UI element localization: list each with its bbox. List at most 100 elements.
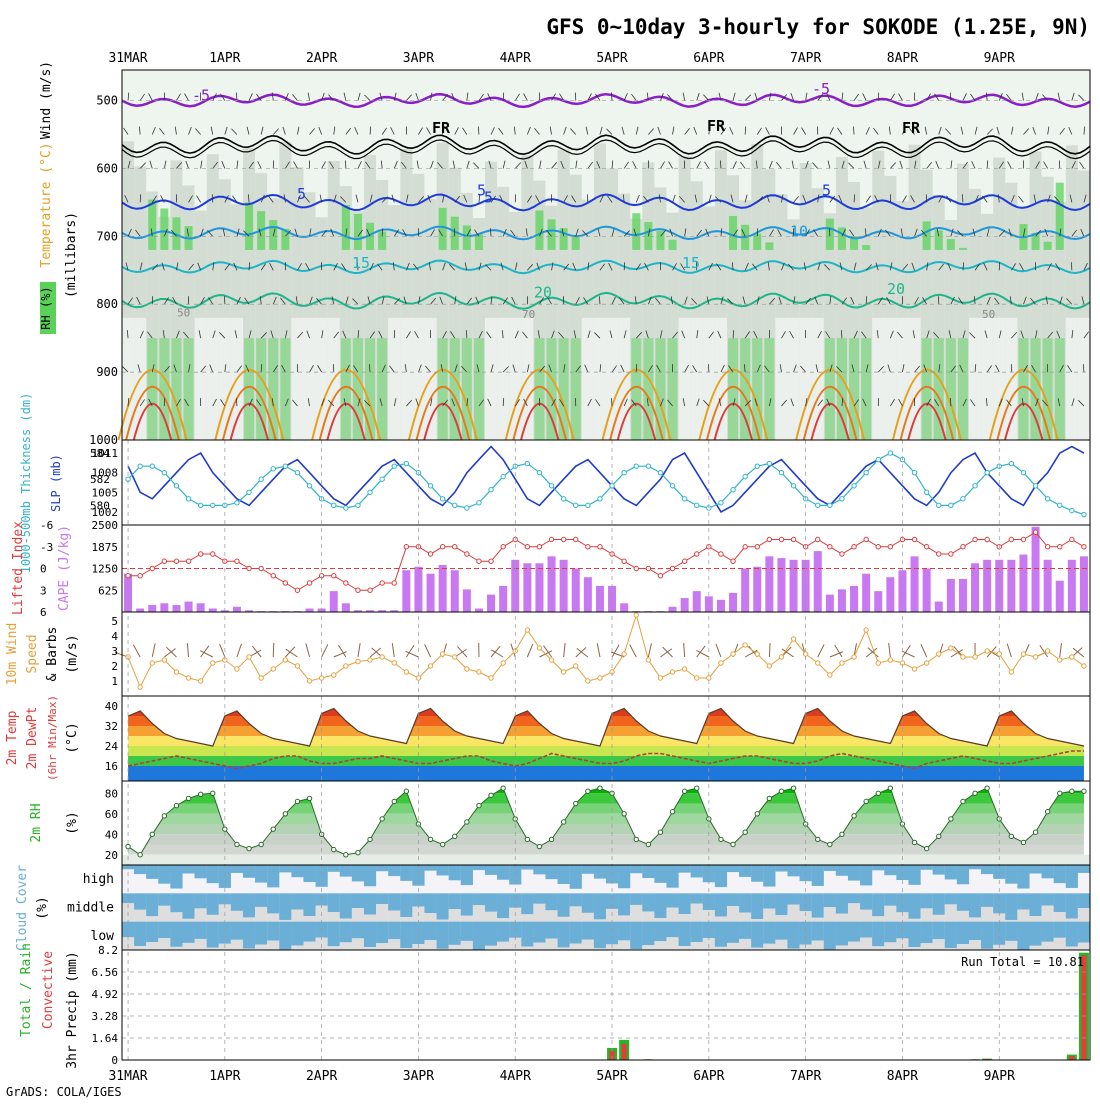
cloud-cover-bar (836, 922, 848, 946)
rh-green-lower (825, 338, 835, 440)
temp-color-band (122, 746, 1090, 756)
thickness-line-point (453, 503, 457, 507)
cloud-cover-bar (437, 893, 449, 919)
rh-green-lower (353, 338, 363, 440)
wind10-speed-line-point (211, 661, 215, 665)
cape-bar (777, 558, 785, 612)
rh2m-line-point (682, 789, 686, 793)
cape-bar (911, 556, 919, 612)
wind10-speed-line-point (271, 667, 275, 671)
cloud-cover-gap (1066, 947, 1078, 950)
lifted-index-line-point (973, 537, 977, 541)
cloud-cover-bar (376, 893, 388, 904)
cloud-cover-bar (291, 865, 303, 877)
cloud-cover-bar (848, 922, 860, 942)
cloud-cover-bar (1017, 893, 1029, 909)
cloud-cover-bar (497, 865, 509, 880)
rh2m-line-point (876, 791, 880, 795)
lifted-index-line-point (1082, 545, 1086, 549)
rh-color-band (122, 804, 1090, 814)
rh-green-patch (548, 219, 556, 250)
cloud-cover-bar (654, 865, 666, 883)
cloud-cover-gap (969, 917, 981, 921)
lifted-index-line-point (501, 545, 505, 549)
lifted-index-line-point (598, 545, 602, 549)
cape-bar (487, 595, 495, 612)
lifted-index-line-point (1009, 537, 1013, 541)
contour-label: 10 (790, 222, 808, 240)
cloud-cover-bar (158, 922, 170, 938)
cloud-cover-bar (630, 922, 642, 949)
cloud-cover-bar (255, 922, 267, 945)
cloud-cover-bar (570, 865, 582, 889)
wind10-speed-line-point (1021, 652, 1025, 656)
cloud-cover-bar (981, 865, 993, 874)
cloud-cover-gap (642, 945, 654, 950)
cloud-cover-bar (848, 865, 860, 881)
cloud-cover-gap (763, 909, 775, 922)
cloud-cover-gap (570, 906, 582, 921)
slp-ytick: 1005 (92, 486, 119, 499)
date-label-top: 2APR (306, 51, 337, 66)
cloud-cover-gap (521, 947, 533, 950)
cloud-cover-bar (340, 865, 352, 877)
wind10-barb (237, 644, 242, 657)
cloud-cover-bar (739, 865, 751, 877)
cloud-cover-bar (751, 865, 763, 882)
cloud-cover-gap (751, 919, 763, 922)
cloud-cover-gap (255, 945, 267, 950)
cloud-cover-bar (933, 893, 945, 915)
rh2m-line-point (453, 834, 457, 838)
wind10-speed-line-point (453, 655, 457, 659)
thickness-line-point (283, 464, 287, 468)
cloud-cover-bar (775, 922, 787, 940)
cloud-cover-bar (328, 865, 340, 872)
cloud-cover-bar (860, 922, 872, 938)
thickness-line-point (162, 470, 166, 474)
lifted-index-line-point (307, 581, 311, 585)
lifted-index-line-point (344, 581, 348, 585)
cloud-cover-bar (666, 865, 678, 888)
thickness-line-point (719, 501, 723, 505)
rh2m-line-point (1058, 791, 1062, 795)
date-label-bottom: 2APR (306, 1069, 337, 1084)
panel-backgrounds (122, 70, 1090, 440)
cloud-cover-bar (679, 922, 691, 946)
slp-line (128, 447, 1084, 512)
lifted-index-line-point (368, 588, 372, 592)
cape-bar (923, 569, 931, 613)
cloud-cover-gap (158, 906, 170, 922)
cloud-cover-bar (715, 865, 727, 887)
lifted-index-line-point (1070, 537, 1074, 541)
thickness-line-point (428, 484, 432, 488)
cloud-cover-bar (1042, 865, 1054, 878)
rh-green-lower (462, 338, 472, 440)
rh-color-band (122, 793, 1090, 803)
rh-green-patch (947, 239, 955, 250)
rh2m-line-point (525, 837, 529, 841)
cloud-cover-bar (146, 865, 158, 879)
rh2m-line-point (489, 793, 493, 797)
li-ytick: 3 (40, 584, 47, 597)
rh2m-line-point (695, 786, 699, 790)
wind-barb (720, 160, 721, 168)
wind10-speed-line-point (150, 661, 154, 665)
lifted-index-line-point (634, 566, 638, 570)
rh-green-patch (765, 242, 773, 249)
rh-green-lower (184, 338, 194, 440)
wind10-speed-line-point (332, 673, 336, 677)
thickness-line-point (731, 487, 735, 491)
rh2m-line-point (428, 837, 432, 841)
lifted-index-line-point (912, 537, 916, 541)
cape-bar (790, 560, 798, 612)
date-label-bottom: 8APR (887, 1069, 918, 1084)
cloud-cover-bar (618, 865, 630, 888)
contour-label: FR (707, 117, 726, 135)
cloud-cover-bar (521, 893, 533, 914)
cloud-cover-bar (1017, 865, 1029, 889)
thickness-line-point (743, 474, 747, 478)
lifted-index-line-point (150, 566, 154, 570)
lifted-index-line-point (440, 545, 444, 549)
wind10-speed-line-point (307, 679, 311, 683)
rh-green-patch (463, 225, 471, 249)
